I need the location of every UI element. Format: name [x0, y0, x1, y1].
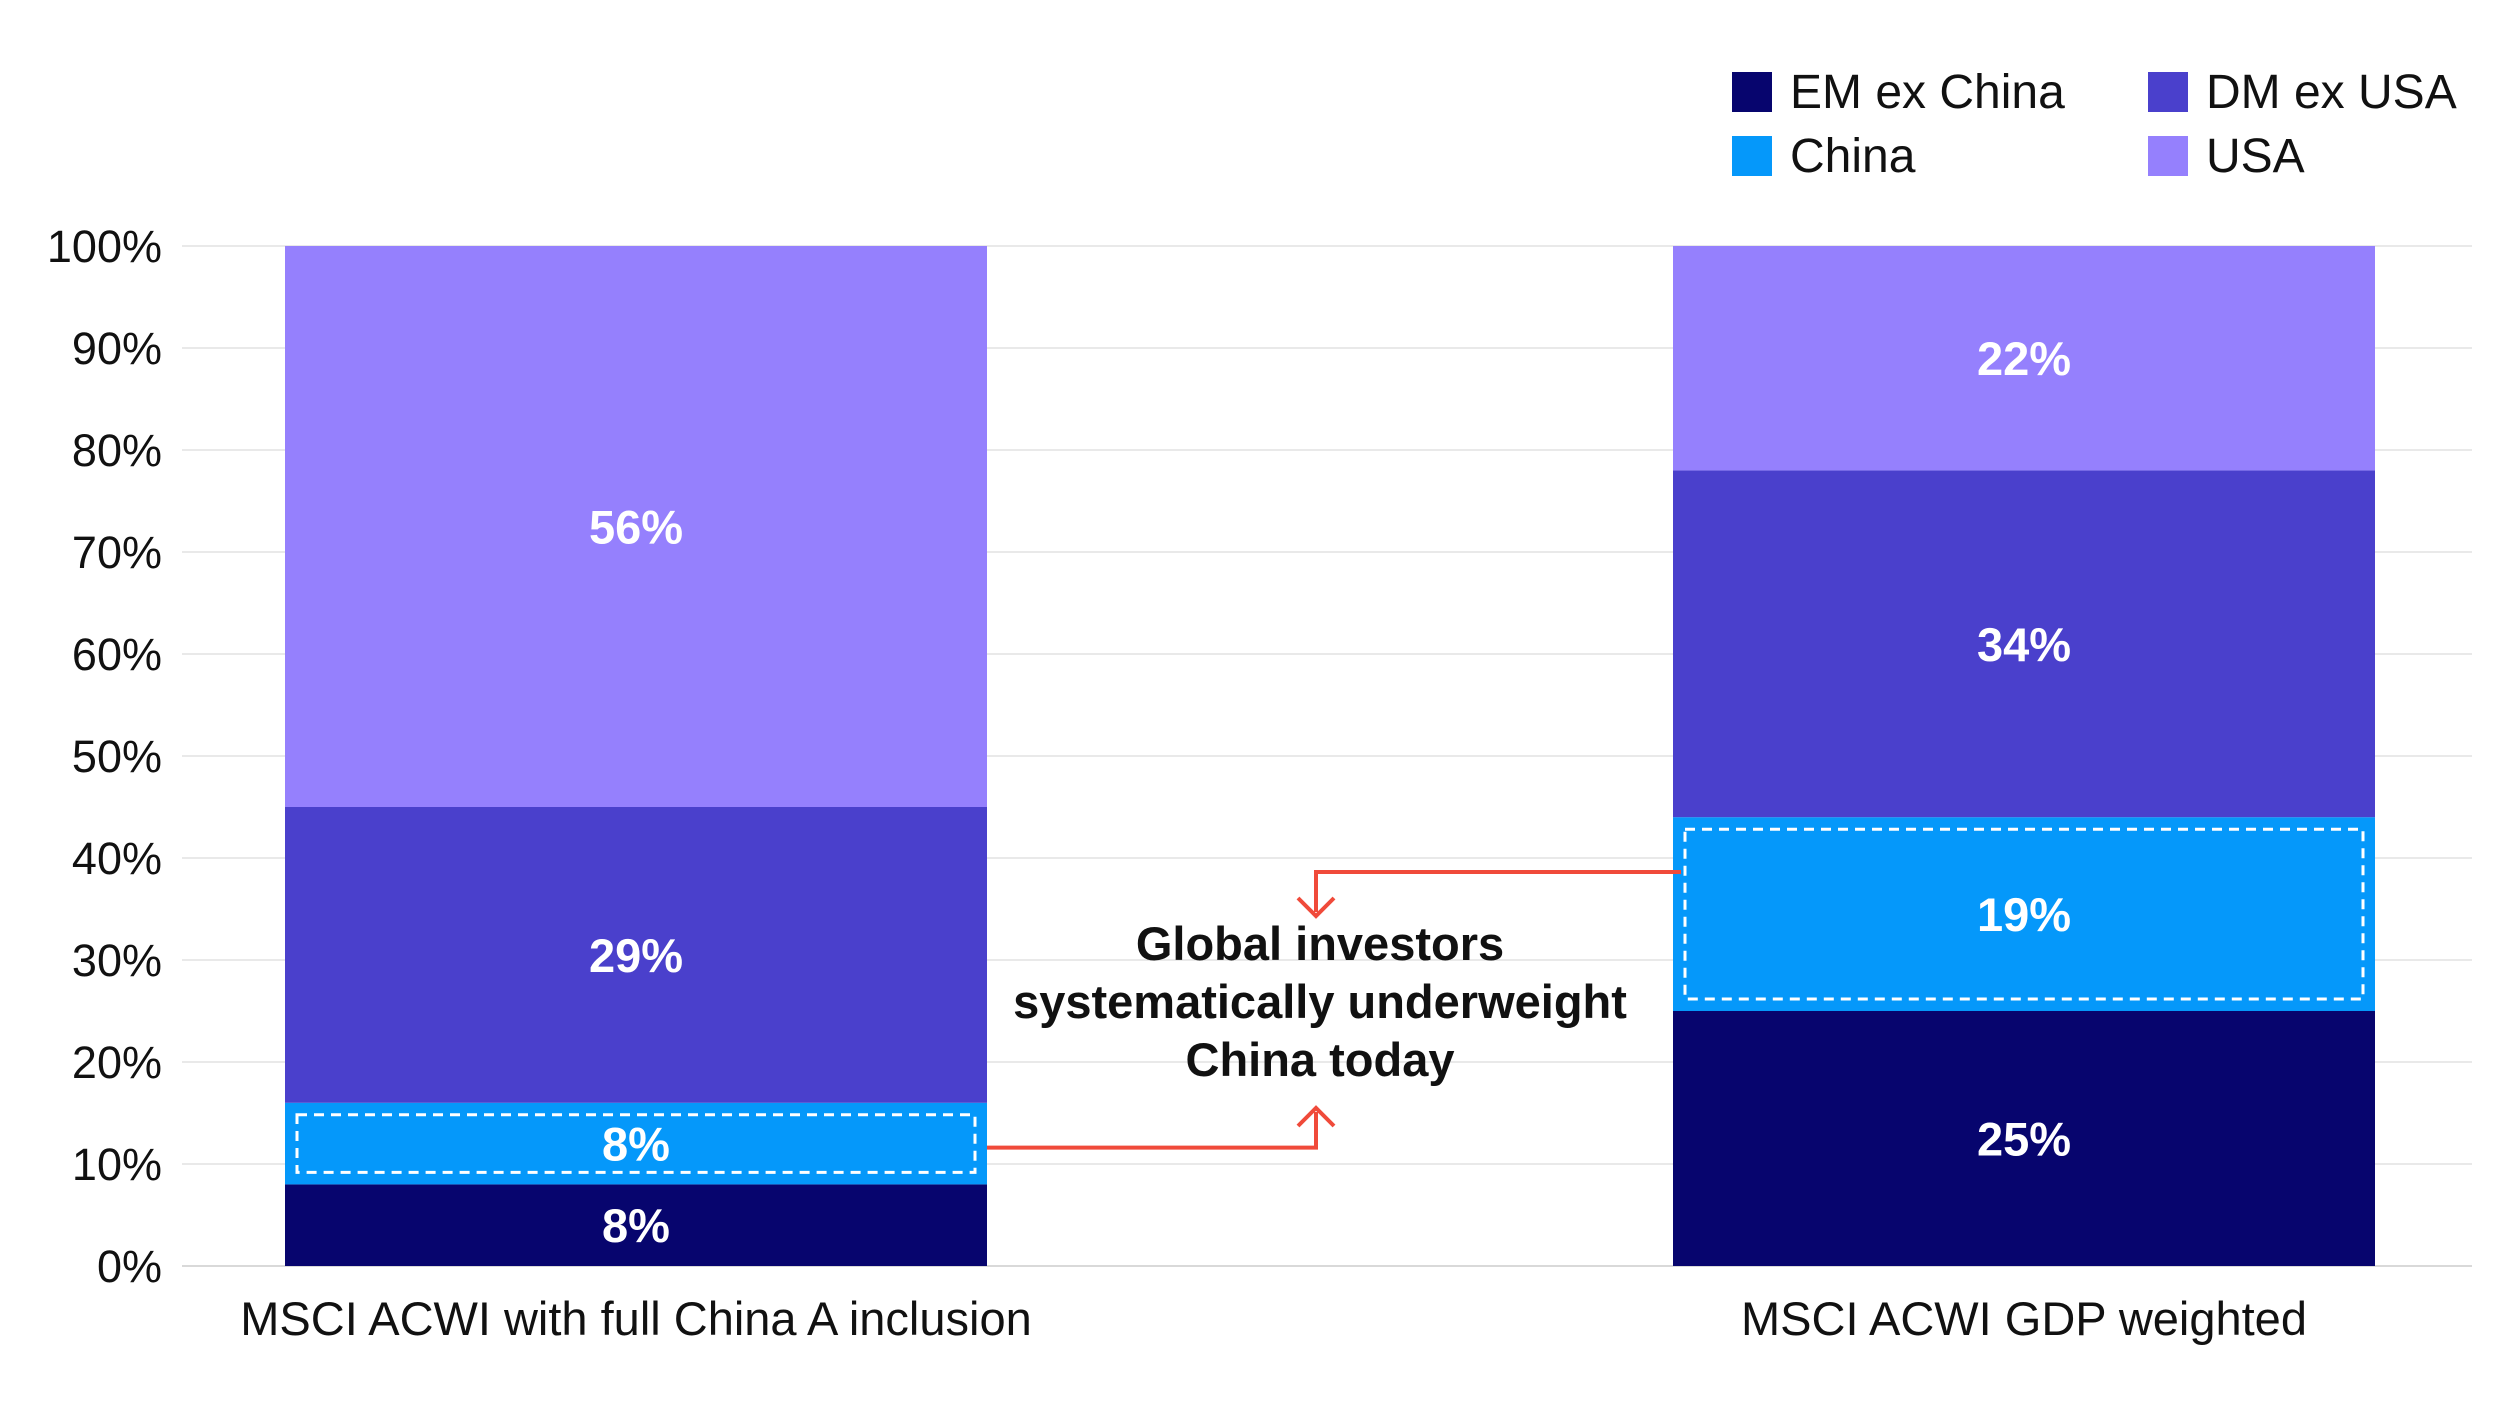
- x-category-label: MSCI ACWI GDP weighted: [1741, 1292, 2307, 1345]
- x-category-label: MSCI ACWI with full China A inclusion: [240, 1292, 1031, 1345]
- bar-segment: [285, 246, 987, 807]
- legend-label: DM ex USA: [2206, 66, 2457, 119]
- bar-segment: [1673, 817, 2375, 1011]
- bar-segment: [1673, 1011, 2375, 1266]
- bar-segment: [285, 807, 987, 1103]
- arrow-head-down: [1296, 896, 1336, 919]
- y-tick-label: 30%: [72, 935, 162, 986]
- data-label: 19%: [1977, 888, 2071, 941]
- annotation-text: Global investors: [1136, 917, 1504, 970]
- data-label: 34%: [1977, 618, 2071, 671]
- y-tick-label: 100%: [47, 221, 162, 272]
- arrow-line-upper: [1314, 870, 1681, 912]
- bar-segment: [1673, 470, 2375, 818]
- arrow-head-up: [1296, 1105, 1336, 1128]
- y-tick-label: 0%: [97, 1241, 162, 1292]
- y-tick-label: 60%: [72, 629, 162, 680]
- legend-label: EM ex China: [1790, 66, 2065, 119]
- data-label: 25%: [1977, 1113, 2071, 1166]
- y-tick-label: 80%: [72, 425, 162, 476]
- legend-swatch: [1732, 72, 1772, 112]
- y-tick-label: 90%: [72, 323, 162, 374]
- annotation-text: systematically underweight: [1013, 975, 1627, 1028]
- data-label: 8%: [602, 1118, 670, 1171]
- y-tick-label: 50%: [72, 731, 162, 782]
- legend-swatch: [2148, 72, 2188, 112]
- arrow-line-lower: [987, 1112, 1318, 1150]
- data-label: 22%: [1977, 332, 2071, 385]
- data-label: 8%: [602, 1199, 670, 1252]
- y-tick-label: 10%: [72, 1139, 162, 1190]
- data-label: 56%: [589, 501, 683, 554]
- y-tick-label: 20%: [72, 1037, 162, 1088]
- legend-swatch: [1732, 136, 1772, 176]
- data-label: 29%: [589, 929, 683, 982]
- legend-label: China: [1790, 130, 1916, 183]
- bar-segment: [285, 1184, 987, 1266]
- bar-segment: [1673, 246, 2375, 471]
- y-tick-label: 40%: [72, 833, 162, 884]
- annotation-text: China today: [1186, 1033, 1455, 1086]
- highlight-box: [295, 1113, 977, 1174]
- bar-segment: [285, 1102, 987, 1185]
- y-tick-label: 70%: [72, 527, 162, 578]
- legend-label: USA: [2206, 130, 2305, 183]
- legend-swatch: [2148, 136, 2188, 176]
